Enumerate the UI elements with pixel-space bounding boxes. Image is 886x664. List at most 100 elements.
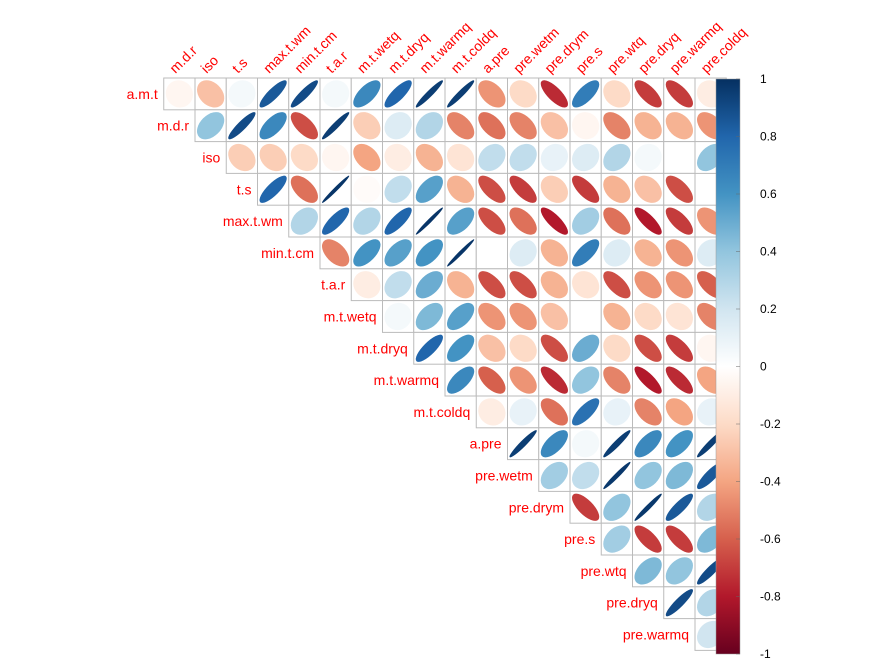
correlation-ellipse-a.m.t-m.d.r [165,80,193,108]
row-label: iso [202,150,220,166]
correlation-ellipse-iso-pre.dryq [634,143,662,172]
correlation-ellipse-iso-min.t.cm [290,143,318,172]
correlation-ellipse-m.t.wetq-pre.drym [540,302,568,331]
correlation-ellipse-iso-max.t.wm [259,143,287,172]
colorbar-tick-label: -1 [760,647,771,661]
correlation-ellipse-m.t.dryq-m.t.coldq [446,334,475,362]
row-label: m.t.wetq [324,309,377,325]
correlation-ellipse-m.d.r-pre.warmq [665,112,694,140]
row-label: a.pre [470,436,502,452]
correlation-ellipse-m.t.wetq-pre.wetm [509,302,537,331]
correlation-ellipse-m.t.coldq-pre.s [572,398,600,426]
correlation-ellipse-t.s-pre.drym [540,175,568,203]
correlation-ellipse-m.t.dryq-pre.dryq [634,334,662,362]
correlation-ellipse-a.m.t-pre.wtq [603,80,631,108]
correlation-ellipse-t.s-min.t.cm [290,175,319,203]
correlation-ellipse-a.pre-pre.wtq [603,430,631,458]
correlation-ellipse-iso-m.t.warmq [415,143,444,172]
correlation-ellipse-max.t.wm-t.a.r [322,207,350,235]
row-label: pre.s [564,531,595,547]
correlation-ellipse-min.t.cm-pre.warmq [665,239,693,267]
correlation-ellipse-m.d.r-max.t.wm [259,112,287,140]
row-label: pre.warmq [623,627,689,643]
correlation-ellipse-t.s-pre.warmq [665,175,693,203]
correlation-ellipse-iso-pre.drym [540,143,568,172]
colorbar-tick-label: 0 [760,360,767,374]
correlation-ellipse-m.t.warmq-pre.s [571,366,600,394]
correlation-ellipse-m.t.warmq-pre.drym [540,366,569,394]
correlation-ellipse-t.s-max.t.wm [259,175,287,203]
row-label: pre.wtq [581,563,627,579]
row-label: max.t.wm [223,213,283,229]
row-label: m.d.r [157,118,189,134]
correlation-ellipse-pre.s-pre.dryq [634,525,662,553]
correlation-ellipse-max.t.wm-a.pre [478,207,506,235]
row-label: m.t.warmq [374,372,439,388]
correlation-ellipse-m.t.warmq-pre.warmq [665,366,694,394]
colorbar-tick-label: -0.8 [760,590,781,604]
correlation-ellipse-t.s-t.a.r [321,175,350,203]
correlation-ellipse-m.t.wetq-pre.dryq [634,302,662,331]
correlation-ellipse-m.t.wetq-pre.s [572,302,600,331]
correlation-ellipse-m.t.dryq-pre.warmq [665,334,693,362]
correlation-ellipse-a.pre-pre.dryq [634,430,662,458]
correlation-ellipse-t.s-pre.wetm [509,175,537,203]
correlation-ellipse-max.t.wm-m.t.coldq [447,207,475,235]
colorbar: 1 0.8 0.6 0.4 0.2 0 -0.2 -0.4 -0.6 -0.8 -1 [715,72,781,661]
correlation-ellipse-max.t.wm-m.t.dryq [384,207,412,235]
correlation-ellipse-m.t.dryq-pre.drym [540,334,568,362]
row-label: pre.drym [509,499,564,515]
correlation-ellipse-a.pre-pre.wetm [509,430,537,458]
correlation-ellipse-m.d.r-iso [196,112,225,140]
correlation-ellipse-t.s-m.t.dryq [384,175,412,203]
correlation-ellipse-iso-pre.warmq [665,143,693,172]
correlation-ellipse-m.t.coldq-pre.wetm [509,398,537,426]
correlation-ellipse-a.m.t-a.pre [478,80,506,108]
correlation-ellipse-a.m.t-m.t.coldq [446,80,475,108]
correlation-ellipse-iso-a.pre [478,143,506,172]
correlation-ellipse-m.t.wetq-a.pre [478,302,506,331]
correlation-ellipse-iso-m.t.dryq [384,143,412,172]
correlation-ellipse-t.s-m.t.warmq [415,175,444,203]
correlation-ellipse-m.t.coldq-pre.wtq [603,398,631,426]
column-label: t.s [229,54,251,76]
correlation-ellipse-t.a.r-pre.warmq [665,271,694,299]
correlation-ellipse-t.s-m.t.coldq [447,175,475,203]
matrix-cells [163,77,727,651]
correlation-ellipse-a.pre-pre.s [571,430,600,458]
correlation-ellipse-t.s-pre.wtq [603,175,631,203]
correlation-ellipse-m.t.coldq-pre.warmq [665,398,693,426]
correlation-ellipse-a.m.t-pre.wetm [509,80,537,108]
correlation-ellipse-min.t.cm-a.pre [478,239,506,267]
correlation-ellipse-min.t.cm-pre.drym [540,239,569,267]
correlation-ellipse-max.t.wm-m.t.warmq [415,207,443,235]
correlation-ellipse-pre.dryq-pre.warmq [665,589,694,617]
correlation-ellipse-pre.s-pre.warmq [665,525,693,553]
correlation-ellipse-a.m.t-pre.s [571,80,600,108]
correlation-ellipse-m.t.warmq-a.pre [478,366,506,394]
correlation-ellipse-iso-pre.wtq [603,143,631,172]
correlation-ellipse-max.t.wm-min.t.cm [290,207,319,235]
colorbar-tick-label: 0.2 [760,302,777,316]
correlation-ellipse-a.pre-pre.drym [540,430,568,458]
correlation-ellipse-t.a.r-pre.drym [540,271,569,299]
correlation-ellipse-m.t.wetq-m.t.warmq [415,302,443,331]
correlation-ellipse-m.d.r-pre.s [571,112,600,140]
correlation-ellipse-pre.wtq-pre.dryq [634,557,662,585]
correlation-ellipse-m.t.warmq-pre.dryq [634,366,662,394]
row-label: pre.dryq [606,595,657,611]
correlation-ellipse-pre.wtq-pre.warmq [665,557,693,585]
correlation-ellipse-pre.s-pre.wtq [603,525,631,553]
correlation-ellipse-m.d.r-pre.dryq [634,112,662,140]
correlation-ellipse-a.m.t-pre.drym [540,80,569,108]
correlation-ellipse-min.t.cm-m.t.warmq [415,239,444,267]
correlation-ellipse-m.d.r-a.pre [478,112,506,140]
correlation-ellipse-max.t.wm-pre.s [572,207,600,235]
correlation-ellipse-m.t.warmq-m.t.coldq [447,366,475,394]
correlation-ellipse-m.d.r-t.a.r [321,112,350,140]
correlation-ellipse-m.t.wetq-m.t.dryq [384,302,412,331]
row-label: m.t.dryq [357,340,408,356]
row-label: t.a.r [321,277,345,293]
correlation-ellipse-iso-pre.s [571,143,600,172]
